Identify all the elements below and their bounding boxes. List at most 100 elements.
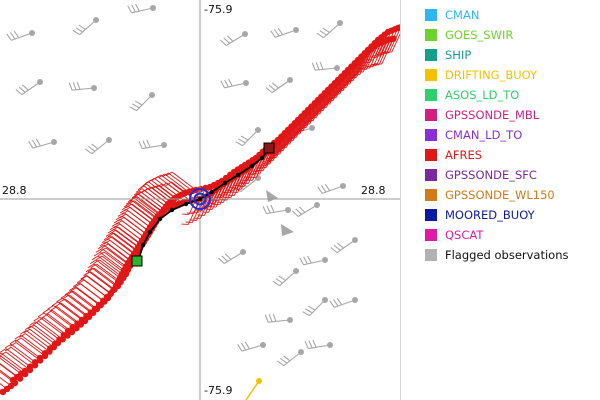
track-start-square[interactable] [131,255,143,267]
afres-observation-barb [306,92,328,122]
afres-observation-barb [9,342,44,364]
legend-item-asos-ld-to[interactable]: ASOS_LD_TO [425,85,519,105]
legend-label-cman: CMAN [445,8,480,22]
afres-observation-barb [14,337,49,360]
latitude-label-left: 28.8 [2,184,27,197]
legend-swatch-cman-ld-to [425,129,437,141]
storm-center-inner-ring [193,192,207,206]
legend-item-cman-ld-to[interactable]: CMAN_LD_TO [425,125,522,145]
legend-label-gpssonde-wl150: GPSSONDE_WL150 [445,188,555,202]
flagged-observation-barb [299,255,328,266]
map-canvas[interactable] [0,0,400,400]
drifting-buoy-observation [256,378,262,384]
afres-observation-barb [37,312,72,335]
flagged-observation-barb [272,268,299,287]
drifting-buoy-barb [245,380,260,400]
storm-track-point [157,216,163,222]
flagged-observation-barb [317,183,346,194]
legend-swatch-flagged-observations [425,249,437,261]
legend-swatch-ship [425,49,437,61]
longitude-label-bottom: -75.9 [204,384,233,397]
legend-item-gpssonde-sfc[interactable]: GPSSONDE_SFC [425,165,537,185]
legend-item-gpssonde-wl150[interactable]: GPSSONDE_WL150 [425,185,555,205]
legend-item-afres[interactable]: AFRES [425,145,482,165]
flagged-observation-barb [72,17,99,36]
flagged-observation-barb [304,339,333,350]
flagged-observation-barb [28,138,57,149]
legend-item-drifting-buoy[interactable]: DRIFTING_BUOY [425,65,537,85]
legend-item-moored-buoy[interactable]: MOORED_BUOY [425,205,535,225]
flagged-observation-barb [237,341,266,352]
storm-track-point [209,189,215,195]
legend-swatch-gpssonde-mbl [425,109,437,121]
afres-observation-barb [41,313,76,336]
afres-observation-barb [46,309,80,332]
legend-swatch-gpssonde-wl150 [425,189,437,201]
legend-swatch-afres [425,149,437,161]
legend-swatch-qscat [425,229,437,241]
flagged-observation-barb [235,127,261,147]
legend-label-qscat: QSCAT [445,228,484,242]
storm-track-point [249,163,255,169]
legend-label-asos-ld-to: ASOS_LD_TO [445,88,520,102]
flagged-observation-pennant [266,190,278,202]
track-end-square[interactable] [263,142,275,154]
afres-observation-barb [374,35,397,65]
observation-map[interactable]: -75.9 -75.9 28.8 28.8 [0,0,400,400]
storm-track-point [147,229,153,235]
afres-observation-barb [54,302,89,325]
flagged-observation-barb [330,237,358,254]
storm-track-point [259,155,265,161]
storm-track-point [197,196,203,202]
track-markers-layer [131,142,275,267]
legend-item-goes-swir[interactable]: GOES_SWIR [425,25,513,45]
flagged-observation-barb [138,139,167,150]
afres-observation-barb [42,308,76,331]
storm-track-point [140,242,146,248]
storm-track-point [235,172,241,178]
legend-label-gpssonde-mbl: GPSSONDE_MBL [445,108,540,122]
legend-item-qscat[interactable]: QSCAT [425,225,483,245]
legend-label-afres: AFRES [445,148,483,162]
flagged-observation-barb [277,349,304,367]
legend-label-moored-buoy: MOORED_BUOY [445,208,535,222]
legend-swatch-gpssonde-sfc [425,169,437,181]
legend-item-cman[interactable]: CMAN [425,5,479,25]
flagged-observation-barb [270,27,299,38]
afres-observation-barb [37,317,71,339]
storm-track-point [169,207,175,213]
legend-label-cman-ld-to: CMAN_LD_TO [445,128,523,142]
legend-swatch-cman [425,9,437,21]
flagged-observation-barb [218,249,246,264]
flagged-observation-barb [265,77,293,94]
afres-observation-barb [4,346,39,369]
afres-observation-barb [27,324,62,347]
flagged-observation-barb [302,297,328,317]
storm-track-point [183,201,189,207]
flagged-observation-barb [129,92,155,112]
legend-swatch-goes-swir [425,29,437,41]
afres-observation-barb [0,363,24,382]
latitude-label-right: 28.8 [361,184,386,197]
legend-label-drifting-buoy: DRIFTING_BUOY [445,68,538,82]
flagged-observation-barb [15,79,43,96]
flagged-observation-pennant [281,224,294,236]
flagged-observation-barb [220,78,249,89]
afres-observation-barb [32,320,66,343]
legend-label-gpssonde-sfc: GPSSONDE_SFC [445,168,537,182]
afres-observation-barb [346,52,368,82]
flagged-observation-barb [262,204,291,215]
flagged-observation-barb [264,313,293,323]
storm-center-marker[interactable] [189,188,211,210]
flagged-observation-barb [220,31,248,46]
legend-item-gpssonde-mbl[interactable]: GPSSONDE_MBL [425,105,539,125]
legend-swatch-asos-ld-to [425,89,437,101]
flagged-observation-barb [85,137,112,155]
legend-item-ship[interactable]: SHIP [425,45,471,65]
legend-panel: CMAN GOES_SWIR SHIP DRIFTING_BUOY ASOS_L… [400,0,600,400]
afres-observation-barb [64,290,99,313]
legend-item-flagged-observations[interactable]: Flagged observations [425,245,569,265]
legend-swatch-drifting-buoy [425,69,437,81]
afres-observation-barb [58,298,93,321]
afres-observation-barb [19,333,53,355]
